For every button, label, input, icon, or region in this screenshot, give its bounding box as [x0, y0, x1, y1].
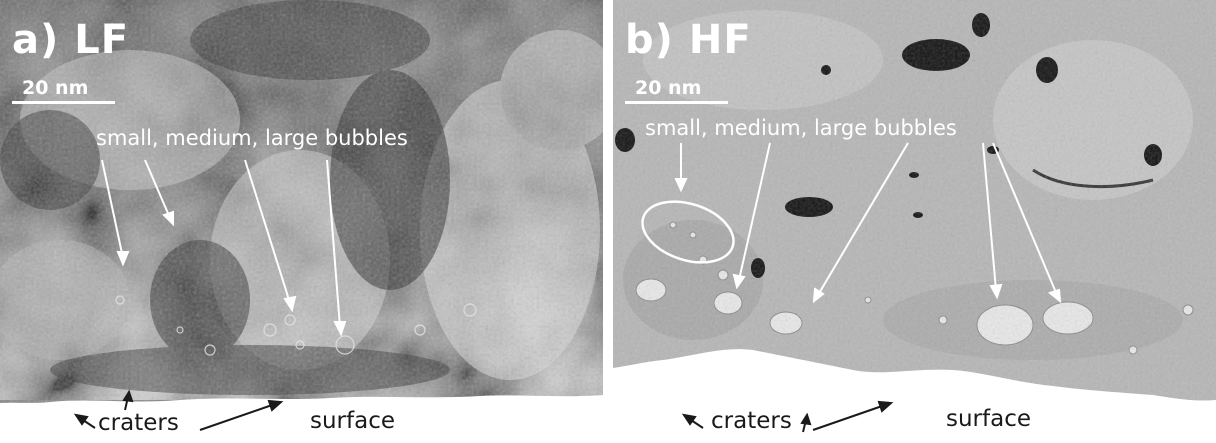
panel-a-scale-bar: [12, 101, 115, 104]
panel-a-lf: a) LF 20 nm small, medium, large bubbles…: [0, 0, 603, 443]
panel-b-micrograph: [613, 0, 1216, 433]
panel-b-surface-label: surface: [946, 406, 1032, 432]
crater-arrows-b: [681, 400, 894, 433]
panel-a-micrograph: [0, 0, 603, 431]
bubble-arrows-b: [674, 142, 1062, 304]
panel-b-hf: b) HF 20 nm small, medium, large bubbles…: [613, 0, 1216, 443]
panel-a-craters-label: craters: [98, 410, 179, 436]
panel-b-label: b) HF: [625, 17, 752, 63]
panel-a-bubbles-label: small, medium, large bubbles: [96, 126, 408, 150]
panel-a-scale-text: 20 nm: [22, 77, 89, 99]
panel-b-bubbles-label: small, medium, large bubbles: [645, 116, 957, 140]
bubble-arrows-a: [101, 159, 347, 337]
panel-a-surface-label: surface: [310, 408, 396, 434]
crater-arrows-a: [73, 389, 284, 431]
panel-b-craters-label: craters: [711, 408, 792, 434]
panel-a-label: a) LF: [12, 17, 130, 63]
panel-b-scale-bar: [625, 101, 728, 104]
small-bubbles-highlight: [641, 200, 735, 264]
panel-b-scale-text: 20 nm: [635, 77, 702, 99]
